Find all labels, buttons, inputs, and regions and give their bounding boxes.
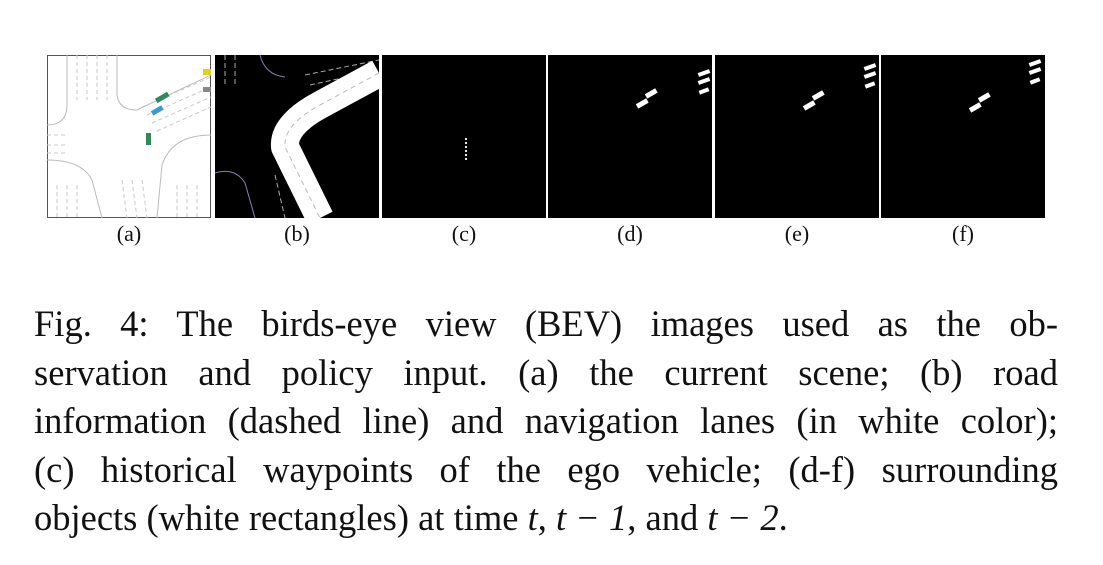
caption-time-t-minus-1: t − 1 [555, 497, 628, 538]
label-b: (b) [284, 221, 310, 246]
caption-line-1: Fig. 4: The birds-eye view (BEV) images … [34, 303, 1058, 344]
label-c: (c) [451, 221, 477, 246]
caption-time-t: t [527, 497, 538, 538]
panel-d-objects-t [548, 55, 712, 218]
caption-sep-1: , [537, 497, 556, 538]
panel-b-road-navigation [215, 55, 379, 218]
caption-line-5-prefix: objects (white rectangles) at time [34, 497, 528, 538]
caption-line-2: servation and policy input. (a) the curr… [34, 351, 1058, 393]
label-a: (a) [116, 221, 142, 246]
caption-line-5: objects (white rectangles) at time t, t … [34, 494, 1058, 543]
caption-line-4: (c) historical waypoints of the ego vehi… [34, 448, 1058, 490]
label-f: (f) [952, 221, 974, 246]
panel-a-current-scene [47, 55, 211, 218]
panel-e-objects-t-minus-1 [715, 55, 879, 218]
label-d: (d) [617, 221, 643, 246]
caption-end: . [778, 497, 788, 538]
label-e: (e) [784, 221, 810, 246]
panel-c-waypoints [382, 55, 546, 218]
figure-caption: Fig. 4: The birds-eye view (BEV) images … [34, 300, 1058, 543]
caption-sep-2: , and [627, 497, 708, 538]
caption-line-3: information (dashed line) and navigation… [34, 400, 1058, 441]
caption-time-t-minus-2: t − 2 [707, 497, 779, 538]
panel-f-objects-t-minus-2 [881, 55, 1045, 218]
